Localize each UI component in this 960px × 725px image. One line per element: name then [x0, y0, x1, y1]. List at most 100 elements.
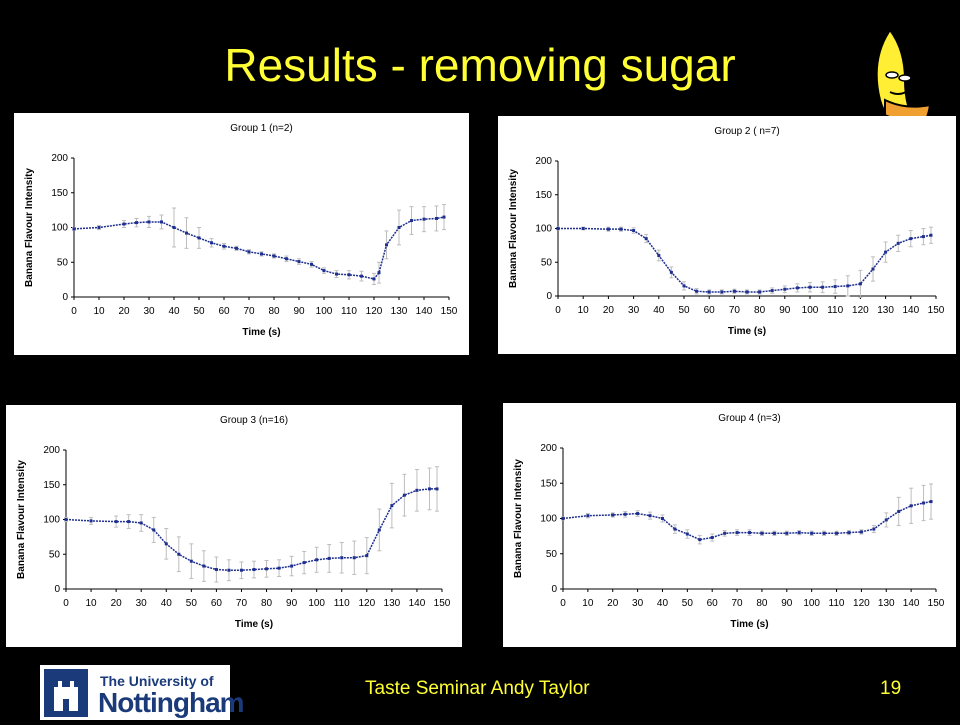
chart-title: Group 2 ( n=7): [714, 126, 779, 137]
x-tick-label: 10: [93, 306, 105, 317]
x-tick-label: 10: [86, 598, 98, 609]
x-tick-label: 50: [682, 598, 694, 609]
data-point: [632, 229, 636, 233]
data-point: [561, 517, 565, 520]
x-tick-label: 60: [707, 598, 719, 609]
x-tick-label: 100: [316, 306, 333, 317]
data-point: [581, 227, 585, 230]
data-point: [164, 542, 168, 546]
x-tick-label: 60: [704, 305, 716, 316]
data-point: [921, 235, 925, 239]
data-point: [272, 254, 276, 258]
y-tick-label: 150: [43, 480, 60, 491]
data-point: [732, 289, 736, 293]
x-tick-label: 70: [732, 598, 744, 609]
x-tick-label: 110: [341, 306, 357, 317]
data-point: [377, 528, 381, 532]
data-point: [127, 520, 131, 524]
x-tick-label: 150: [441, 306, 458, 317]
x-tick-label: 30: [136, 598, 148, 609]
data-point: [821, 285, 825, 289]
y-tick-label: 0: [551, 584, 557, 595]
x-tick-label: 20: [603, 305, 615, 316]
data-point: [322, 269, 326, 273]
data-point: [606, 227, 610, 231]
data-point: [611, 513, 615, 517]
data-point: [822, 531, 826, 535]
data-point: [707, 290, 711, 294]
university-crest-icon: [44, 669, 88, 717]
x-tick-label: 100: [308, 598, 325, 609]
chart-group3: Group 3 (n=16) 0 50 100 150 200 0 10 20 30 40 50 60 7…: [16, 415, 451, 630]
logo-line1: The University of: [100, 673, 214, 689]
data-point: [310, 262, 313, 266]
x-tick-label: 150: [928, 305, 945, 316]
data-point: [327, 556, 331, 560]
data-point: [847, 531, 851, 535]
data-point: [427, 487, 431, 491]
data-point: [139, 521, 143, 525]
y-axis-label: Banana Flavour Intensity: [24, 168, 35, 287]
y-tick-label: 100: [51, 223, 68, 234]
x-tick-label: 130: [384, 598, 401, 609]
x-tick-label: 0: [63, 598, 69, 609]
data-point: [297, 260, 301, 264]
y-tick-label: 50: [57, 257, 69, 268]
chart-panel-group2: Group 2 ( n=7) 0 50 100 150 200 0 10 20 30 40 50 60 7…: [498, 116, 956, 354]
data-point: [884, 518, 888, 522]
data-point: [922, 501, 926, 505]
x-tick-label: 40: [168, 306, 180, 317]
data-point: [335, 272, 338, 276]
data-point: [872, 527, 876, 531]
data-point: [929, 500, 933, 504]
chart-group4: Group 4 (n=3) 0 50 100 150 200 0 10 20 30 40 50 60 70…: [513, 413, 945, 630]
data-point: [871, 267, 875, 271]
x-tick-label: 90: [779, 305, 791, 316]
data-point: [277, 566, 281, 570]
data-point: [808, 285, 812, 289]
data-point: [135, 221, 138, 225]
y-axis-label: Banana Flavour Intensity: [513, 459, 524, 578]
data-point: [619, 227, 623, 231]
data-point: [247, 250, 251, 254]
data-point: [785, 531, 789, 535]
data-point: [114, 520, 118, 524]
data-point: [214, 568, 218, 572]
x-tick-label: 110: [827, 305, 843, 316]
x-axis-label: Time (s): [730, 619, 768, 630]
x-tick-label: 30: [143, 306, 155, 317]
y-tick-label: 50: [49, 549, 61, 560]
data-point: [846, 284, 850, 288]
y-tick-label: 200: [51, 153, 68, 164]
data-point: [795, 286, 799, 290]
logo-line2: Nottingham: [98, 687, 245, 718]
data-point: [402, 493, 406, 497]
data-point: [290, 564, 294, 568]
data-point: [172, 226, 176, 229]
data-point: [372, 277, 376, 281]
series-line: [73, 216, 445, 280]
data-point: [72, 227, 76, 231]
data-point: [735, 531, 739, 535]
x-tick-label: 50: [193, 306, 205, 317]
x-tick-label: 20: [607, 598, 619, 609]
slide-title: Results - removing sugar: [224, 39, 736, 91]
y-tick-label: 0: [62, 292, 68, 303]
data-point: [909, 237, 913, 241]
data-point: [285, 257, 288, 261]
x-tick-label: 100: [802, 305, 819, 316]
data-point: [623, 512, 627, 516]
data-point: [909, 504, 913, 508]
x-tick-label: 100: [803, 598, 820, 609]
data-point: [365, 554, 369, 558]
x-tick-label: 80: [756, 598, 768, 609]
y-tick-label: 50: [541, 257, 553, 268]
data-point: [260, 252, 263, 256]
data-point: [385, 243, 388, 247]
x-tick-label: 20: [118, 306, 130, 317]
data-point: [235, 246, 238, 250]
y-tick-label: 50: [546, 549, 558, 560]
x-tick-label: 120: [358, 598, 375, 609]
y-axis-label: Banana Flavour Intensity: [508, 169, 519, 288]
data-point: [660, 517, 664, 520]
